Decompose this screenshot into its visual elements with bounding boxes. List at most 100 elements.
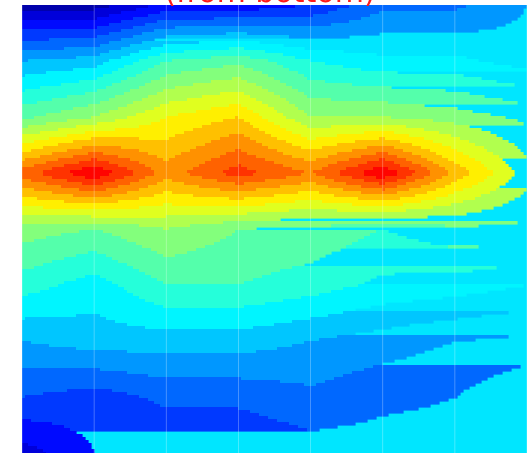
contour-band-cell [214, 242, 353, 246]
contour-band-cell [139, 296, 302, 300]
contour-band-cell [385, 176, 407, 180]
contour-band-cell [22, 401, 155, 405]
contour-band-cell [61, 83, 113, 87]
contour-band-cell [394, 161, 413, 165]
contour-band-cell [343, 311, 509, 315]
contour-band-cell [103, 62, 134, 66]
contour-band-cell [64, 47, 122, 51]
contour-band-cell [106, 278, 158, 282]
contour-band-cell [142, 71, 182, 75]
contour-band-cell [88, 152, 104, 156]
contour-band-cell [97, 65, 125, 69]
contour-band-cell [169, 158, 212, 162]
contour-band-cell [280, 380, 326, 384]
contour-band-cell [499, 155, 527, 159]
contour-band-cell [133, 293, 320, 297]
contour-band-cell [148, 374, 344, 378]
contour-band-cell [355, 140, 401, 144]
contour-band-cell [337, 134, 410, 138]
contour-band-cell [226, 173, 254, 177]
contour-band-cell [154, 107, 212, 111]
contour-band-cell [295, 104, 425, 108]
contour-band-cell [463, 152, 494, 156]
contour-band-cell [154, 29, 479, 33]
contour-band-cell [250, 137, 278, 141]
contour-band-cell [361, 191, 398, 195]
contour-band-cell [22, 263, 44, 267]
contour-band-cell [241, 377, 335, 381]
contour-band-cell [406, 125, 470, 129]
contour-band-cell [22, 140, 35, 144]
contour-band-cell [304, 170, 314, 174]
contour-band-cell [22, 347, 77, 351]
contour-band-cell [172, 203, 266, 207]
contour-band-cell [130, 53, 161, 57]
contour-band-cell [22, 434, 83, 438]
contour-band-cell [244, 281, 365, 285]
contour-band-cell [28, 125, 77, 129]
contour-band-cell [22, 449, 44, 453]
contour-band-cell [253, 68, 290, 72]
contour-band-cell [442, 176, 464, 180]
contour-band-cell [328, 164, 359, 168]
contour-band-cell [22, 353, 416, 357]
contour-band-cell [232, 233, 371, 237]
contour-band-cell [436, 152, 464, 156]
contour-band-cell [424, 176, 443, 180]
contour-band-cell [268, 74, 305, 78]
contour-band-cell [115, 95, 149, 99]
contour-band-cell [100, 275, 152, 279]
contour-band-cell [328, 185, 362, 189]
contour-band-cell [22, 197, 38, 201]
contour-band-cell [178, 113, 260, 117]
contour-band-cell [343, 374, 494, 378]
contour-band-cell [277, 62, 326, 66]
contour-band-cell [124, 287, 344, 291]
contour-band-cell [121, 80, 152, 84]
contour-band-cell [46, 161, 80, 165]
contour-band-cell [214, 17, 362, 21]
contour-band-cell [364, 173, 398, 177]
contour-band-cell [310, 317, 458, 321]
contour-band-cell [457, 179, 485, 183]
contour-band-cell [85, 92, 125, 96]
grid-layer [21, 5, 528, 453]
contour-band-cell [253, 125, 281, 129]
contour-band-cell [136, 8, 260, 12]
contour-band-cell [142, 245, 206, 249]
contour-band-cell [184, 182, 236, 186]
contour-band-cell [220, 239, 359, 243]
contour-band-cell [22, 116, 35, 120]
contour-band-cell [256, 170, 305, 174]
contour-band-cell [448, 170, 470, 174]
contour-band-cell [151, 248, 197, 252]
contour-band-cell [373, 365, 521, 369]
contour-band-cell [286, 83, 353, 87]
contour-band-cell [22, 332, 356, 336]
contour-band-cell [361, 17, 518, 21]
contour-band-cell [307, 125, 332, 129]
contour-band-cell [64, 200, 119, 204]
contour-band-cell [121, 47, 152, 51]
contour-band-cell [433, 161, 455, 165]
contour-band-cell [22, 215, 92, 219]
contour-band-cell [433, 119, 518, 123]
contour-band-cell [22, 278, 77, 282]
contour-band-cell [358, 197, 401, 201]
contour-band-cell [397, 185, 422, 189]
contour-band-cell [253, 326, 392, 330]
contour-band-cell [352, 203, 404, 207]
contour-band-cell [163, 158, 170, 162]
contour-band-cell [475, 158, 503, 162]
contour-band-cell [160, 104, 230, 108]
contour-band-cell [97, 77, 128, 81]
contour-band-cell [475, 143, 515, 147]
contour-band-cell [271, 134, 302, 138]
contour-band-cell [112, 170, 134, 174]
contour-band-cell [385, 158, 407, 162]
contour-band-cell [292, 167, 323, 171]
contour-band-cell [460, 137, 503, 141]
contour-band-cell [22, 53, 101, 57]
contour-band-cell [34, 164, 65, 168]
contour-band-cell [331, 23, 506, 27]
